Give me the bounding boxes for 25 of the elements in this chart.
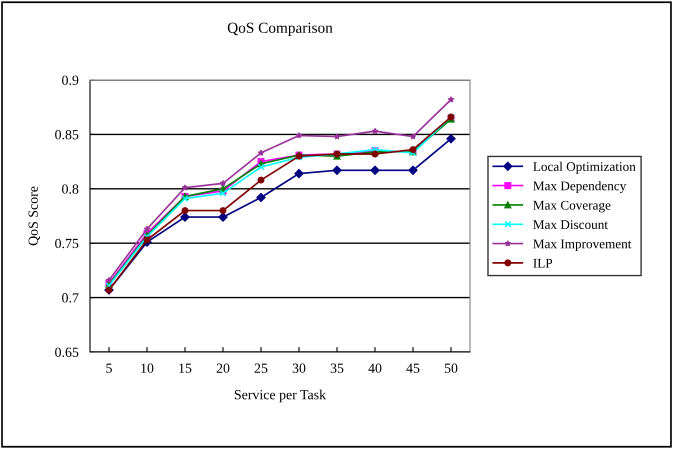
x-tick-label: 10	[141, 364, 154, 373]
legend-label: Max Coverage	[533, 200, 610, 212]
y-tick-label: 0.85	[55, 130, 78, 140]
x-tick-label: 50	[444, 364, 458, 373]
x-tick-label: 15	[179, 364, 192, 373]
legend-label: ILP	[533, 258, 552, 268]
legend-label: Max Dependency	[533, 181, 626, 194]
x-tick-label: 5	[106, 364, 112, 373]
x-tick-label: 30	[292, 364, 306, 373]
x-tick-label: 20	[216, 364, 230, 373]
x-tick-label: 45	[406, 364, 420, 373]
legend-label: Max Improvement	[533, 240, 632, 252]
x-tick-label: 35	[330, 364, 344, 373]
y-tick-label: 0.75	[55, 238, 78, 248]
y-axis-title: QoS Score	[28, 186, 40, 246]
y-tick-label: 0.7	[62, 293, 78, 303]
legend-label: Max Discount	[533, 220, 608, 230]
y-tick-label: 0.8	[62, 184, 78, 194]
legend-label: Local Optimization	[533, 162, 636, 174]
x-axis-title: Service per Task	[234, 390, 326, 402]
y-tick-label: 0.65	[55, 348, 78, 358]
x-tick-label: 40	[368, 364, 382, 373]
chart-title: QoS Comparison	[228, 22, 333, 36]
y-tick-label: 0.9	[62, 76, 78, 86]
x-tick-label: 25	[254, 364, 268, 373]
